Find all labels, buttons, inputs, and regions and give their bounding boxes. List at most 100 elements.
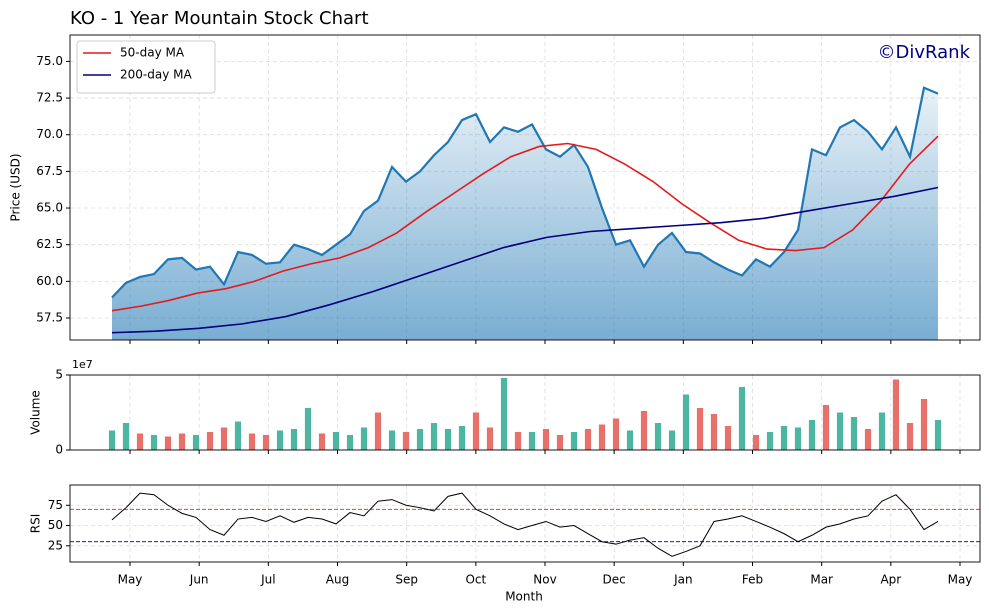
volume-bar [150,435,158,450]
volume-bar [220,427,228,450]
series-line [111,492,939,557]
volume-bar [486,427,494,450]
offset-label: 1e7 [72,358,93,371]
x-tick-label: Mar [810,573,833,587]
volume-bar [710,414,718,450]
y-tick-label: 60.0 [36,274,63,288]
volume-bar [164,436,172,450]
volume-bar [108,430,116,450]
volume-bar [458,426,466,450]
volume-bar [304,408,312,450]
volume-bar [752,435,760,450]
volume-bar [262,435,270,450]
volume-bar [612,418,620,450]
x-tick-label: Jan [673,573,693,587]
chart-title: KO - 1 Year Mountain Stock Chart [70,8,369,29]
volume-bar [668,430,676,450]
volume-bar [136,433,144,450]
volume-bar [542,429,550,450]
x-tick-label: May [948,573,973,587]
volume-bar [878,412,886,450]
volume-bar [640,411,648,450]
volume-bar [570,432,578,450]
y-tick-label: 25 [48,538,63,552]
volume-bar [724,426,732,450]
x-tick-label: Apr [880,573,901,587]
y-tick-label: 57.5 [36,311,63,325]
x-tick-label: Dec [603,573,626,587]
volume-bar [584,429,592,450]
volume-bar [290,429,298,450]
volume-bar [192,435,200,450]
y-tick-label: 5 [55,368,63,382]
plot-frame [69,34,981,341]
volume-bar [920,399,928,450]
price-area [112,87,938,341]
volume-bar [318,433,326,450]
volume-bar [892,379,900,450]
y-tick-label: 65.0 [36,201,63,215]
volume-bar [514,432,522,450]
volume-bar [794,427,802,450]
volume-bar [248,433,256,450]
volume-bar [444,429,452,450]
volume-bar [766,432,774,450]
legend-label: 200-day MA [120,68,192,82]
volume-bar [346,435,354,450]
volume-bar [234,421,242,450]
volume-bar [864,429,872,450]
volume-bar [276,430,284,450]
y-tick-label: 72.5 [36,91,63,105]
plot-frame [69,374,981,451]
y-tick-label: 62.5 [36,237,63,251]
volume-bar [682,394,690,450]
x-axis-label: Month [505,590,543,604]
x-tick-label: Nov [533,573,556,587]
volume-bar [500,378,508,450]
volume-bar [178,433,186,450]
legend-label: 50-day MA [120,46,185,60]
volume-bar [388,430,396,450]
volume-bar [416,429,424,450]
plot-frame [69,484,981,563]
y-tick-label: 70.0 [36,127,63,141]
x-tick-label: Feb [742,573,763,587]
x-tick-label: Jul [260,573,275,587]
volume-bar [528,432,536,450]
y-tick-label: 75 [48,498,63,512]
volume-bar [696,408,704,450]
volume-bar [556,435,564,450]
volume-bar [836,412,844,450]
x-tick-label: Aug [326,573,349,587]
volume-bar [122,423,130,450]
volume-bar [374,412,382,450]
y-tick-label: 50 [48,518,63,532]
volume-bar [402,432,410,450]
volume-bar [360,427,368,450]
y-tick-label: 0 [55,443,63,457]
volume-bar [430,423,438,450]
volume-bar [850,417,858,450]
legend-box [76,40,216,94]
volume-bar [626,430,634,450]
volume-bar [738,387,746,450]
y-axis-label: Price (USD) [9,153,23,221]
volume-bar [654,423,662,450]
x-tick-label: Jun [189,573,209,587]
series-line [111,186,939,334]
watermark: ©DivRank [878,42,971,63]
volume-bar [934,420,942,450]
volume-bar [598,424,606,450]
y-axis-label: Volume [29,390,43,435]
volume-bar [206,432,214,450]
volume-bar [808,420,816,450]
volume-bar [906,423,914,450]
x-tick-label: May [118,573,143,587]
volume-bar [332,432,340,450]
y-tick-label: 67.5 [36,164,63,178]
y-tick-label: 75.0 [36,54,63,68]
volume-bar [780,426,788,450]
series-line [111,86,939,299]
x-tick-label: Oct [465,573,486,587]
